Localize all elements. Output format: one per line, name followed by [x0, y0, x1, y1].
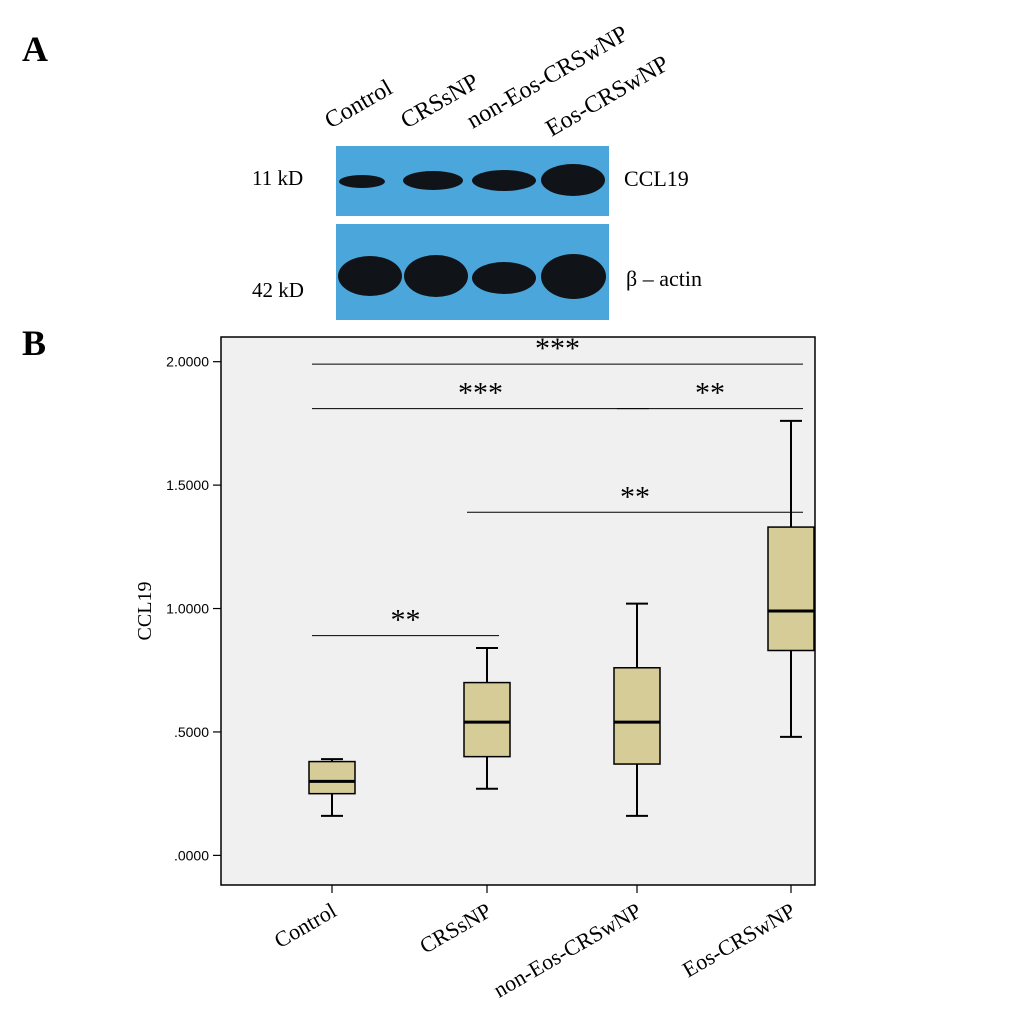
x-tick-label: Eos-CRSwNP [678, 898, 800, 983]
box-iqr [308, 760, 356, 795]
blot-membrane-actin [336, 224, 609, 320]
kd-label-11: 11 kD [252, 166, 304, 190]
box-iqr [767, 526, 815, 652]
significance-label: *** [535, 332, 580, 365]
y-tick-label: 1.0000 [166, 601, 209, 617]
panel-label-a: A [22, 29, 48, 69]
boxes [308, 419, 815, 817]
blot-band [403, 171, 463, 190]
box-3 [613, 602, 661, 817]
box-iqr [613, 667, 661, 765]
significance-label: ** [620, 480, 650, 513]
box-2 [463, 647, 511, 790]
significance-label: ** [695, 377, 725, 410]
plot-area [220, 336, 816, 886]
y-tick-label: .0000 [174, 847, 209, 863]
box-4 [767, 419, 815, 738]
blot-band [338, 256, 402, 296]
blot-band [472, 170, 536, 191]
blot-band [404, 255, 468, 297]
protein-label-actin: β – actin [626, 266, 702, 291]
y-tick-label: 1.5000 [166, 477, 209, 493]
y-axis: .0000 .5000 1.0000 1.5000 2.0000 [166, 354, 221, 863]
blot-band [541, 254, 606, 299]
box-1 [308, 758, 356, 817]
blot-membrane-ccl19 [336, 146, 609, 216]
significance-label: *** [458, 377, 503, 410]
significance-bars: ****** ****** [312, 332, 803, 637]
blot-band [472, 262, 536, 294]
blot-band [541, 164, 605, 196]
blot-band [339, 175, 385, 188]
x-tick-label: CRSsNP [415, 898, 495, 959]
y-tick-label: 2.0000 [166, 354, 209, 370]
y-tick-label: .5000 [174, 724, 209, 740]
kd-label-42: 42 kD [252, 278, 304, 302]
protein-label-ccl19: CCL19 [624, 166, 689, 191]
panel-label-b: B [22, 323, 47, 363]
significance-label: ** [391, 604, 421, 637]
box-iqr [463, 681, 511, 758]
x-tick-label: Control [270, 898, 341, 953]
x-tick-label: non-Eos-CRSwNP [489, 898, 645, 1003]
y-axis-label: CCL19 [134, 582, 156, 641]
